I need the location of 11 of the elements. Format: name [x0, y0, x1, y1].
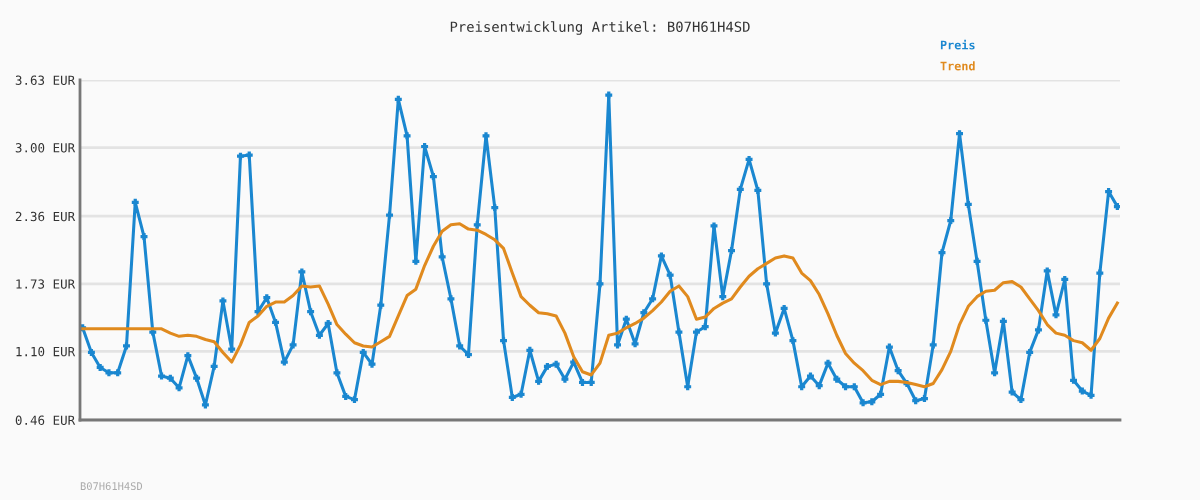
line-series	[81, 222, 1119, 389]
chart-title: Preisentwicklung Artikel: B07H61H4SD	[450, 21, 750, 35]
y-tick-label: 3.63 EUR	[15, 75, 76, 85]
text: Trend	[940, 61, 975, 71]
y-tick-label: 1.73 EUR	[16, 279, 76, 289]
y-tick-label: 0.46 EUR	[15, 415, 76, 425]
y-tick-label: 2.36 EUR	[15, 211, 76, 222]
text: Preis	[940, 39, 975, 50]
y-tick-label: 1.10 EUR	[16, 346, 76, 357]
y-tick-label: 3.00 EUR	[15, 143, 76, 153]
text: B07H61H4SD	[80, 482, 143, 491]
